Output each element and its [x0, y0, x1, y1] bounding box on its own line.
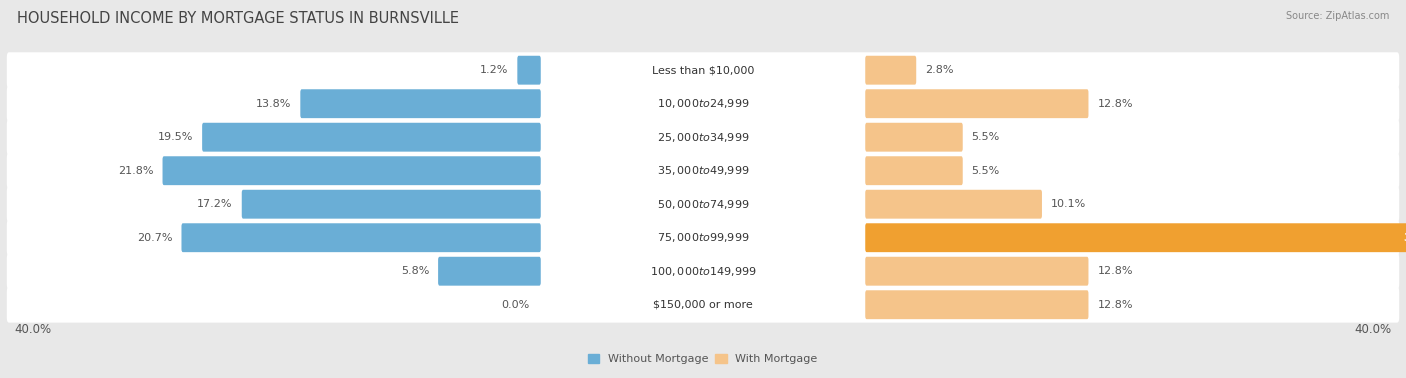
- FancyBboxPatch shape: [242, 190, 541, 218]
- Legend: Without Mortgage, With Mortgage: Without Mortgage, With Mortgage: [588, 354, 818, 364]
- Text: 19.5%: 19.5%: [157, 132, 193, 142]
- FancyBboxPatch shape: [865, 190, 1042, 218]
- FancyBboxPatch shape: [301, 89, 541, 118]
- Text: 40.0%: 40.0%: [14, 324, 51, 336]
- FancyBboxPatch shape: [7, 119, 1399, 155]
- FancyBboxPatch shape: [865, 257, 1088, 286]
- FancyBboxPatch shape: [163, 156, 541, 185]
- Text: 5.5%: 5.5%: [972, 132, 1000, 142]
- Text: 5.8%: 5.8%: [401, 266, 429, 276]
- FancyBboxPatch shape: [7, 186, 1399, 222]
- FancyBboxPatch shape: [7, 153, 1399, 189]
- FancyBboxPatch shape: [7, 253, 1399, 289]
- Text: 5.5%: 5.5%: [972, 166, 1000, 176]
- FancyBboxPatch shape: [517, 56, 541, 85]
- Text: 12.8%: 12.8%: [1098, 300, 1133, 310]
- FancyBboxPatch shape: [7, 287, 1399, 323]
- Text: 20.7%: 20.7%: [136, 233, 173, 243]
- FancyBboxPatch shape: [202, 123, 541, 152]
- FancyBboxPatch shape: [865, 123, 963, 152]
- FancyBboxPatch shape: [7, 52, 1399, 88]
- Text: 17.2%: 17.2%: [197, 199, 233, 209]
- Text: $25,000 to $34,999: $25,000 to $34,999: [657, 131, 749, 144]
- FancyBboxPatch shape: [7, 220, 1399, 256]
- FancyBboxPatch shape: [865, 156, 963, 185]
- Text: Less than $10,000: Less than $10,000: [652, 65, 754, 75]
- Text: 0.0%: 0.0%: [501, 300, 529, 310]
- Text: $50,000 to $74,999: $50,000 to $74,999: [657, 198, 749, 211]
- Text: 12.8%: 12.8%: [1098, 266, 1133, 276]
- FancyBboxPatch shape: [865, 89, 1088, 118]
- FancyBboxPatch shape: [439, 257, 541, 286]
- Text: $100,000 to $149,999: $100,000 to $149,999: [650, 265, 756, 278]
- FancyBboxPatch shape: [7, 86, 1399, 122]
- Text: $35,000 to $49,999: $35,000 to $49,999: [657, 164, 749, 177]
- Text: 10.1%: 10.1%: [1050, 199, 1087, 209]
- Text: 33.9%: 33.9%: [1403, 233, 1406, 243]
- Text: 1.2%: 1.2%: [479, 65, 509, 75]
- Text: 21.8%: 21.8%: [118, 166, 153, 176]
- FancyBboxPatch shape: [865, 223, 1406, 252]
- Text: HOUSEHOLD INCOME BY MORTGAGE STATUS IN BURNSVILLE: HOUSEHOLD INCOME BY MORTGAGE STATUS IN B…: [17, 11, 458, 26]
- Text: 40.0%: 40.0%: [1355, 324, 1392, 336]
- Text: Source: ZipAtlas.com: Source: ZipAtlas.com: [1285, 11, 1389, 21]
- Text: 2.8%: 2.8%: [925, 65, 953, 75]
- Text: $75,000 to $99,999: $75,000 to $99,999: [657, 231, 749, 244]
- Text: 13.8%: 13.8%: [256, 99, 291, 109]
- FancyBboxPatch shape: [865, 56, 917, 85]
- FancyBboxPatch shape: [181, 223, 541, 252]
- Text: 12.8%: 12.8%: [1098, 99, 1133, 109]
- FancyBboxPatch shape: [865, 290, 1088, 319]
- Text: $150,000 or more: $150,000 or more: [654, 300, 752, 310]
- Text: $10,000 to $24,999: $10,000 to $24,999: [657, 97, 749, 110]
